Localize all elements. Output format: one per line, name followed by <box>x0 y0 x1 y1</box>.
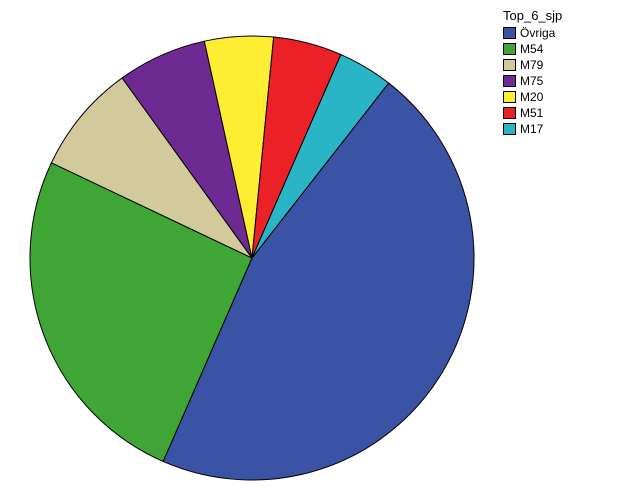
pie-chart-figure: Top_6_sjp Övriga M54 M79 M75 M20 M51 M17 <box>0 0 629 504</box>
legend-swatch <box>503 107 516 119</box>
legend-item: Övriga <box>503 25 562 41</box>
legend-label: M54 <box>520 42 543 56</box>
legend-swatch <box>503 91 516 103</box>
legend-item: M17 <box>503 121 562 137</box>
legend-swatch <box>503 27 516 39</box>
legend-label: M20 <box>520 90 543 104</box>
legend-title: Top_6_sjp <box>503 8 562 23</box>
legend-item: M54 <box>503 41 562 57</box>
legend-swatch <box>503 59 516 71</box>
legend-item: M75 <box>503 73 562 89</box>
legend-swatch <box>503 43 516 55</box>
legend-label: M75 <box>520 74 543 88</box>
legend-label: M51 <box>520 106 543 120</box>
legend: Top_6_sjp Övriga M54 M79 M75 M20 M51 M17 <box>503 8 562 137</box>
legend-item: M79 <box>503 57 562 73</box>
legend-item: M51 <box>503 105 562 121</box>
legend-swatch <box>503 123 516 135</box>
legend-label: M79 <box>520 58 543 72</box>
legend-label: Övriga <box>520 26 555 40</box>
legend-item: M20 <box>503 89 562 105</box>
legend-label: M17 <box>520 122 543 136</box>
legend-swatch <box>503 75 516 87</box>
